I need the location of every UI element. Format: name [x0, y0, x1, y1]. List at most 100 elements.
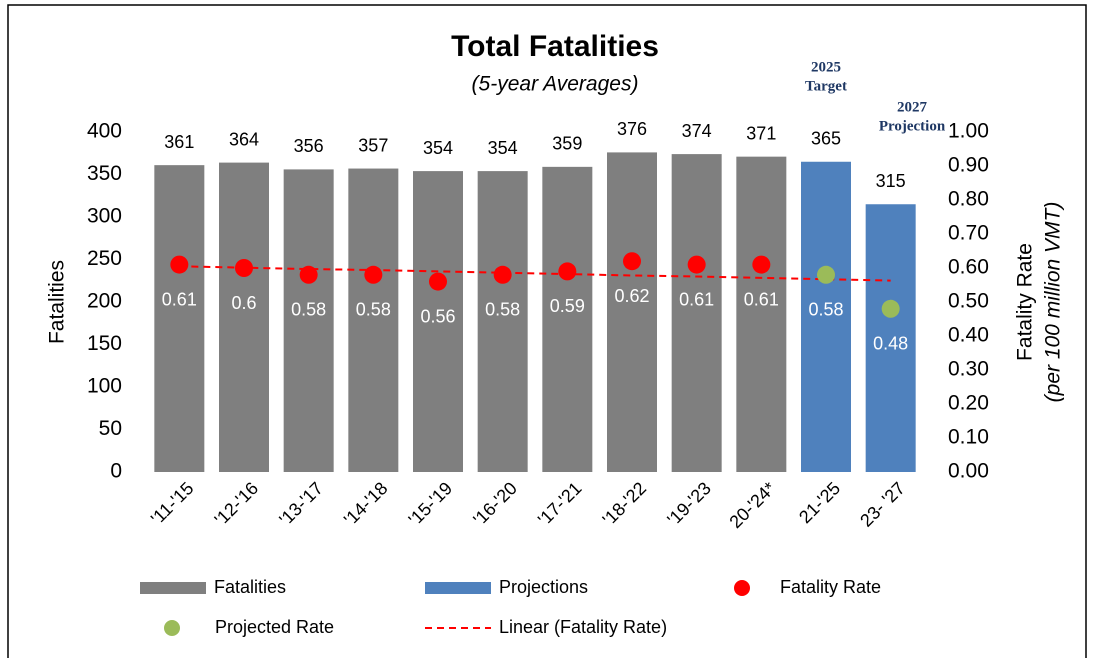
bar-value-label: 374: [682, 121, 712, 141]
legend-label: Fatality Rate: [780, 577, 881, 597]
rate-value-label: 0.61: [744, 289, 779, 309]
legend-swatch: [164, 620, 180, 636]
legend-label: Projections: [499, 577, 588, 597]
y-tick-label: 400: [87, 120, 122, 143]
bar-value-label: 365: [811, 129, 841, 149]
x-tick-label: 20-'24*: [725, 478, 779, 532]
bar-value-label: 354: [423, 138, 453, 158]
rate-dot: [299, 265, 318, 284]
annotation: Projection: [879, 118, 946, 134]
x-tick-label: '14-'18: [340, 478, 392, 530]
bar: [542, 166, 593, 472]
legend-label: Projected Rate: [215, 617, 334, 637]
trend-line: [179, 265, 891, 282]
frame: [7, 4, 1087, 658]
rate-value-label: 0.56: [420, 306, 455, 326]
rate-value-label: 0.6: [231, 293, 256, 313]
y2-tick-label: 0.10: [948, 426, 989, 449]
x-tick-label: 23- '27: [856, 478, 909, 531]
rate-dot: [235, 259, 253, 277]
rate-dot: [493, 265, 512, 284]
y2-tick-label: 0.90: [948, 154, 989, 177]
x-tick-label: '13-'17: [275, 478, 327, 530]
bar-value-label: 359: [552, 134, 582, 154]
x-tick-label: 21-'25: [795, 478, 844, 527]
y2-tick-label: 0.70: [948, 222, 989, 245]
bar: [865, 204, 916, 472]
bar-value-label: 364: [229, 129, 259, 149]
bar-value-label: 356: [294, 136, 324, 156]
rate-dot: [623, 252, 641, 271]
bar: [283, 169, 334, 472]
rate-value-label: 0.61: [162, 289, 197, 309]
legend-label: Linear (Fatality Rate): [499, 617, 667, 637]
y2-tick-label: 0.30: [948, 358, 989, 381]
y2-tick-label: 0.50: [948, 290, 989, 313]
x-tick-label: '18-'22: [599, 478, 651, 530]
bar: [219, 162, 269, 472]
bar-value-label: 357: [358, 135, 388, 155]
bar: [801, 161, 851, 472]
rate-dot: [170, 255, 189, 274]
rate-dot: [429, 272, 447, 291]
rate-dot: [364, 265, 383, 284]
bar-value-label: 354: [488, 138, 518, 158]
y-tick-label: 0: [110, 460, 122, 483]
bar-value-label: 371: [746, 123, 776, 143]
rate-dot: [881, 299, 900, 318]
rate-dot: [687, 255, 706, 274]
chart-subtitle: (5-year Averages): [472, 73, 639, 96]
y2-tick-label: 0.40: [948, 324, 989, 347]
legend-label: Fatalities: [214, 577, 286, 597]
y-tick-label: 100: [87, 375, 122, 398]
rate-value-label: 0.58: [291, 300, 326, 320]
bar: [413, 171, 463, 472]
x-tick-label: '11-'15: [147, 478, 198, 529]
y-tick-label: 200: [87, 290, 122, 313]
rate-value-label: 0.58: [356, 300, 391, 320]
rate-value-label: 0.59: [550, 296, 585, 316]
y2-tick-label: 0.60: [948, 256, 989, 279]
annotation: 2027: [897, 99, 928, 115]
legend-swatch: [140, 582, 206, 594]
y-axis-label: Fatalities: [46, 260, 69, 344]
rate-dot: [558, 262, 577, 281]
rate-value-label: 0.62: [614, 286, 649, 306]
bar: [736, 156, 787, 472]
bar-value-label: 361: [164, 132, 194, 152]
y2-axis-sublabel: (per 100 million VMT): [1042, 202, 1065, 403]
rate-dot: [752, 255, 771, 274]
chart-title: Total Fatalities: [451, 30, 659, 63]
y2-tick-label: 0.80: [948, 188, 989, 211]
legend-swatch: [734, 580, 750, 596]
rate-value-label: 0.58: [808, 300, 843, 320]
y2-tick-label: 1.00: [948, 120, 989, 143]
bar: [607, 152, 657, 472]
y-tick-label: 50: [99, 417, 122, 440]
y-tick-label: 350: [87, 162, 122, 185]
y-tick-label: 150: [87, 332, 122, 355]
rate-dot: [817, 265, 835, 284]
x-tick-label: '16-'20: [469, 478, 521, 530]
bar: [477, 171, 528, 472]
x-tick-label: '19-'23: [663, 478, 715, 530]
bar: [154, 165, 205, 472]
rate-value-label: 0.58: [485, 300, 520, 320]
x-tick-label: '12-'16: [211, 478, 263, 530]
bar: [348, 168, 399, 473]
rate-value-label: 0.61: [679, 289, 714, 309]
rate-value-label: 0.48: [873, 334, 908, 354]
y-tick-label: 250: [87, 247, 122, 270]
annotation: 2025: [811, 59, 841, 75]
y2-tick-label: 0.20: [948, 392, 989, 415]
legend-swatch: [425, 582, 491, 594]
x-tick-label: '15-'19: [405, 478, 457, 530]
y2-tick-label: 0.00: [948, 460, 989, 483]
annotation: Target: [805, 78, 847, 94]
x-tick-label: '17-'21: [534, 478, 586, 530]
y-tick-label: 300: [87, 205, 122, 228]
bar: [671, 154, 722, 472]
bar-value-label: 315: [876, 171, 906, 191]
y2-axis-label: Fatality Rate: [1014, 243, 1037, 361]
